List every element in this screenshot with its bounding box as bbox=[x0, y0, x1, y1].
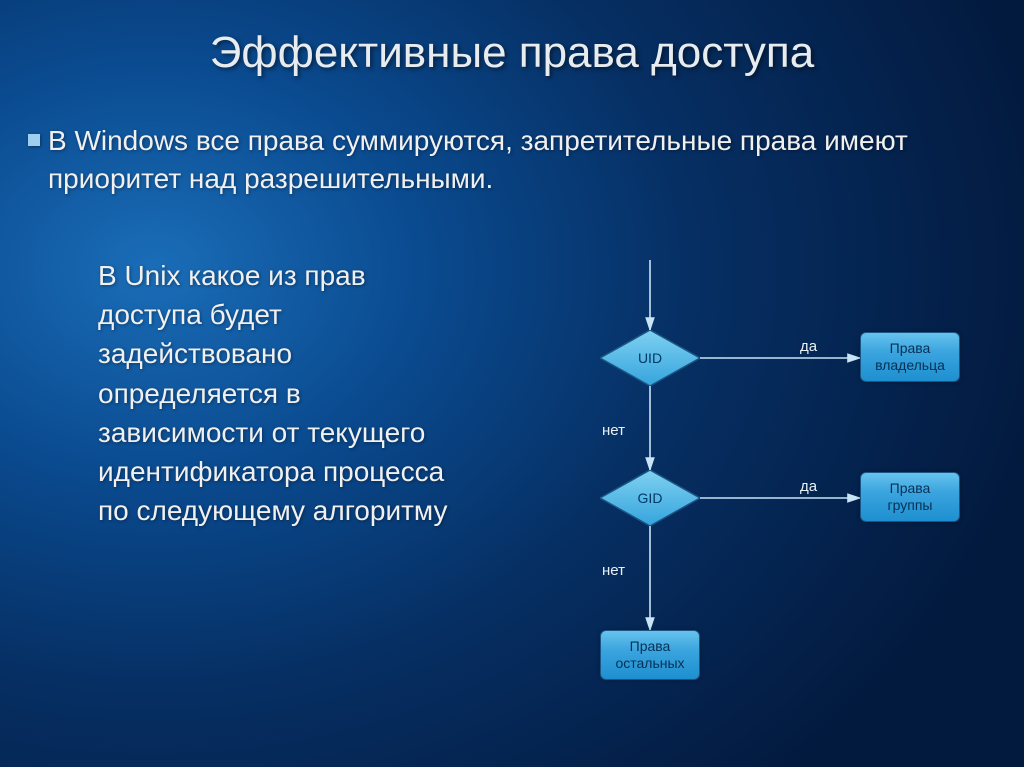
flowchart: UID GID Права владельца Права группы Пра… bbox=[490, 260, 1010, 740]
decision-gid-label: GID bbox=[638, 490, 663, 506]
process-group-label: Права группы bbox=[867, 480, 953, 515]
paragraph-unix: В Unix какое из прав доступа будет задей… bbox=[98, 256, 468, 530]
process-owner: Права владельца bbox=[860, 332, 960, 382]
decision-uid: UID bbox=[600, 330, 700, 386]
process-other-label: Права остальных bbox=[607, 638, 693, 673]
process-group: Права группы bbox=[860, 472, 960, 522]
decision-uid-label: UID bbox=[638, 350, 662, 366]
process-owner-label: Права владельца bbox=[867, 340, 953, 375]
edge-label-no-1: нет bbox=[602, 422, 625, 439]
slide-title: Эффективные права доступа bbox=[0, 0, 1024, 78]
edge-label-yes-1: да bbox=[800, 338, 817, 355]
decision-gid: GID bbox=[600, 470, 700, 526]
edge-label-yes-2: да bbox=[800, 478, 817, 495]
paragraph-windows: В Windows все права суммируются, запрети… bbox=[48, 122, 964, 198]
process-other: Права остальных bbox=[600, 630, 700, 680]
edge-label-no-2: нет bbox=[602, 562, 625, 579]
bullet-icon bbox=[28, 134, 40, 146]
